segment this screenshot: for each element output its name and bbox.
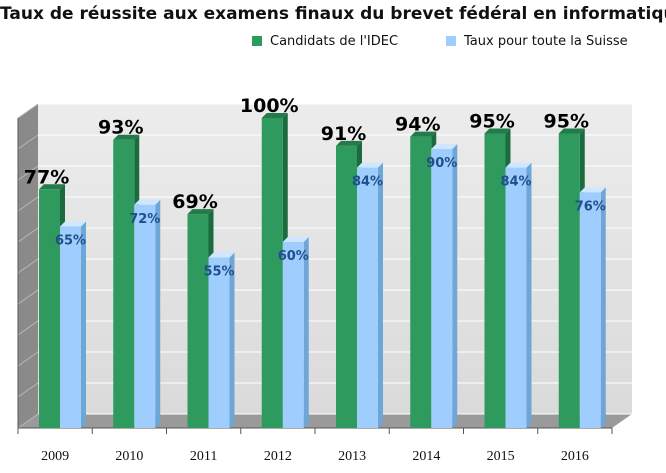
x-tick-label: 2010	[115, 449, 143, 464]
data-label: 77%	[24, 166, 69, 188]
data-label: 55%	[203, 265, 234, 280]
bar-side	[155, 200, 160, 428]
data-label: 84%	[352, 175, 383, 190]
bar	[134, 205, 155, 428]
bar	[431, 149, 452, 428]
data-label: 94%	[395, 114, 440, 136]
bar	[188, 214, 209, 428]
bar-group	[506, 163, 532, 428]
data-label: 91%	[321, 123, 366, 145]
x-tick-label: 2015	[487, 449, 515, 464]
data-label: 60%	[278, 249, 309, 264]
data-label: 69%	[172, 191, 217, 213]
x-tick-label: 2014	[412, 449, 440, 464]
bar	[209, 258, 230, 429]
data-label: 95%	[544, 111, 589, 133]
data-label: 65%	[55, 234, 86, 249]
x-tick-label: 2009	[41, 449, 69, 464]
bar	[559, 134, 580, 429]
bar	[580, 192, 601, 428]
bar	[506, 168, 527, 428]
bar-side	[378, 163, 383, 428]
x-tick-label: 2013	[338, 449, 366, 464]
data-label: 100%	[240, 95, 299, 117]
bar-side	[304, 237, 309, 428]
bar-group	[283, 237, 309, 428]
bar	[60, 227, 81, 429]
data-label: 90%	[426, 156, 457, 171]
data-label: 95%	[469, 111, 514, 133]
data-label: 72%	[129, 212, 160, 227]
chart-floor	[18, 414, 632, 428]
x-tick-label: 2016	[561, 449, 589, 464]
bar-group	[60, 222, 86, 429]
bar-group	[431, 144, 457, 428]
bar-side	[601, 187, 606, 428]
data-label: 93%	[98, 117, 143, 139]
bar	[357, 168, 378, 428]
bar-group	[134, 200, 160, 428]
x-tick-label: 2011	[190, 449, 217, 464]
bar	[113, 140, 134, 428]
bar-side	[81, 222, 86, 429]
bar-side	[527, 163, 532, 428]
x-tick-label: 2012	[264, 449, 292, 464]
bar	[283, 242, 304, 428]
bar-group	[580, 187, 606, 428]
bar	[410, 137, 431, 428]
data-label: 76%	[575, 199, 606, 214]
bar-group	[357, 163, 383, 428]
data-label: 84%	[500, 175, 531, 190]
bar-side	[452, 144, 457, 428]
bar	[39, 189, 60, 428]
bar	[262, 118, 283, 428]
